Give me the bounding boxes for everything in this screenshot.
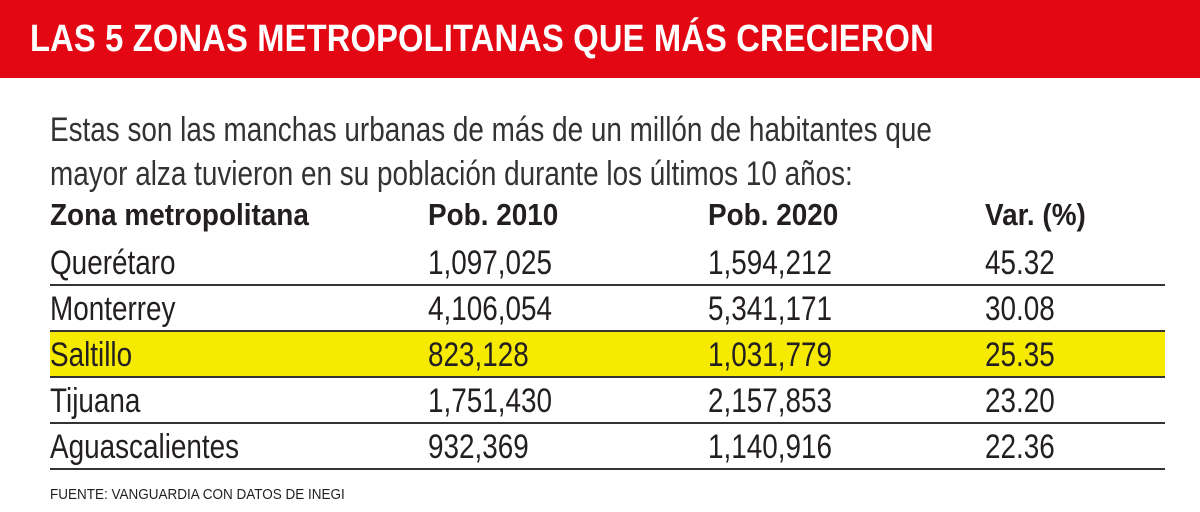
pop-2010: 4,106,054 — [428, 290, 553, 328]
table-row-highlighted: Saltillo 823,128 1,031,779 25.35 — [50, 332, 1165, 378]
variation: 22.36 — [985, 428, 1055, 466]
intro-text: Estas son las manchas urbanas de más de … — [50, 108, 1116, 196]
page-title: LAS 5 ZONAS METROPOLITANAS QUE MÁS CRECI… — [30, 18, 934, 60]
table-row: Tijuana 1,751,430 2,157,853 23.20 — [50, 378, 1165, 424]
variation: 45.32 — [985, 244, 1055, 282]
pop-2010: 823,128 — [428, 336, 529, 374]
table-row: Querétaro 1,097,025 1,594,212 45.32 — [50, 240, 1165, 286]
variation: 30.08 — [985, 290, 1055, 328]
header-pop-2020: Pob. 2020 — [708, 197, 839, 232]
title-banner: LAS 5 ZONAS METROPOLITANAS QUE MÁS CRECI… — [0, 0, 1200, 78]
zone-name: Aguascalientes — [50, 428, 240, 466]
population-table: Zona metropolitana Pob. 2010 Pob. 2020 V… — [50, 192, 1165, 470]
table-row: Aguascalientes 932,369 1,140,916 22.36 — [50, 424, 1165, 470]
header-pop-2010: Pob. 2010 — [428, 197, 559, 232]
intro-line: Estas son las manchas urbanas de más de … — [50, 111, 932, 149]
header-zone: Zona metropolitana — [50, 197, 309, 232]
pop-2010: 1,097,025 — [428, 244, 553, 282]
zone-name: Monterrey — [50, 290, 176, 328]
pop-2020: 5,341,171 — [708, 290, 833, 328]
pop-2020: 2,157,853 — [708, 382, 833, 420]
variation: 25.35 — [985, 336, 1055, 374]
zone-name: Tijuana — [50, 382, 141, 420]
table-header: Zona metropolitana Pob. 2010 Pob. 2020 V… — [50, 192, 1165, 240]
variation: 23.20 — [985, 382, 1055, 420]
header-variation: Var. (%) — [985, 197, 1086, 232]
pop-2020: 1,031,779 — [708, 336, 833, 374]
source-note: FUENTE: VANGUARDIA CON DATOS DE INEGI — [50, 486, 345, 503]
pop-2020: 1,594,212 — [708, 244, 833, 282]
zone-name: Saltillo — [50, 336, 133, 374]
pop-2010: 1,751,430 — [428, 382, 553, 420]
zone-name: Querétaro — [50, 244, 176, 282]
table-row: Monterrey 4,106,054 5,341,171 30.08 — [50, 286, 1165, 332]
pop-2020: 1,140,916 — [708, 428, 833, 466]
pop-2010: 932,369 — [428, 428, 529, 466]
intro-line: mayor alza tuvieron en su población dura… — [50, 155, 853, 193]
